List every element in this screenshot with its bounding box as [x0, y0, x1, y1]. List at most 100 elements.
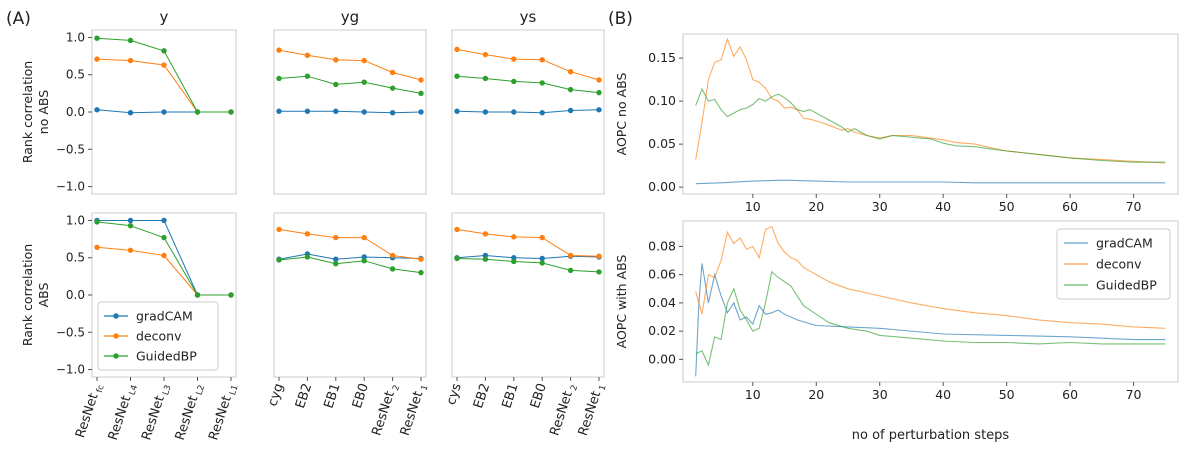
- data-point-deconv: [127, 247, 134, 253]
- data-point-guidedbp: [482, 256, 489, 262]
- data-point-gradcam: [304, 108, 311, 114]
- x-tick-label: EB2: [471, 382, 493, 411]
- data-point-guidedbp: [161, 234, 167, 241]
- data-point-guidedbp: [567, 267, 574, 274]
- x-tick-label: 60: [1062, 387, 1078, 402]
- legend-marker: [113, 353, 119, 359]
- x-tick-label: 20: [808, 387, 824, 402]
- x-tick-label: ResNet fc: [73, 381, 107, 440]
- y-axis-label-line: Rank correlation: [20, 244, 35, 346]
- x-tick-label: 30: [872, 199, 888, 214]
- data-point-guidedbp: [94, 219, 100, 225]
- y-tick-label: 1.0: [66, 213, 85, 227]
- y-tick-label: 0.00: [648, 351, 676, 366]
- data-point-deconv: [333, 234, 339, 241]
- y-tick-label: 0.04: [648, 295, 676, 310]
- data-point-guidedbp: [361, 258, 367, 264]
- data-point-deconv: [389, 69, 396, 76]
- y-axis-label: Rank correlationno ABS: [20, 61, 51, 163]
- data-point-deconv: [418, 77, 424, 83]
- plot-frame: [682, 33, 1179, 195]
- x-tick-label: ResNet L3: [139, 382, 173, 443]
- data-point-guidedbp: [418, 269, 424, 276]
- series-line-guidedbp: [456, 75, 600, 94]
- y-tick-label: 0.5: [66, 251, 85, 265]
- y-tick-label: 1.0: [66, 30, 85, 44]
- data-point-guidedbp: [454, 255, 460, 262]
- data-point-gradcam: [94, 107, 100, 113]
- legend-label: GuidedBP: [1096, 278, 1157, 293]
- x-tick-label-subscript: 1: [597, 384, 609, 395]
- x-tick-label: 30: [872, 387, 888, 402]
- data-point-guidedbp: [228, 292, 234, 298]
- y-tick-label: 0.02: [648, 323, 676, 338]
- x-tick-label-main: ResNet: [576, 389, 604, 437]
- data-point-deconv: [454, 226, 460, 233]
- series-line-guidedbp: [456, 258, 600, 273]
- data-point-gradcam: [276, 108, 282, 114]
- x-tick-label: ResNet L2: [173, 382, 207, 443]
- x-tick-label-main: ResNet: [369, 389, 397, 437]
- series-line-guidedbp: [278, 256, 422, 274]
- data-point-gradcam: [596, 107, 602, 113]
- series-line-deconv: [456, 228, 600, 257]
- data-point-gradcam: [161, 109, 167, 115]
- subplot-title: yg: [341, 8, 359, 26]
- y-tick-label: 0.15: [648, 50, 676, 65]
- series-line-guidedbp: [695, 270, 1166, 367]
- x-tick-label: EB1: [321, 382, 343, 411]
- data-point-guidedbp: [454, 73, 460, 79]
- data-point-gradcam: [511, 109, 517, 115]
- x-tick-label: cys: [444, 381, 465, 406]
- plot-frame: [451, 29, 605, 195]
- x-tick-label: ResNet 1: [398, 382, 431, 439]
- x-tick-label-main: ResNet: [547, 389, 575, 437]
- data-point-deconv: [161, 62, 167, 68]
- x-tick-label-main: EB2: [293, 382, 315, 411]
- plot-frame: [682, 220, 1179, 383]
- data-point-deconv: [161, 252, 167, 259]
- y-axis-label: AOPC with ABS: [614, 255, 629, 349]
- x-tick-label: 40: [935, 387, 951, 402]
- data-point-guidedbp: [228, 109, 234, 115]
- x-axis-label: no of perturbation steps: [852, 428, 1010, 443]
- x-tick-label: 50: [999, 199, 1015, 214]
- data-point-deconv: [418, 256, 424, 262]
- y-tick-label: 0.06: [648, 267, 676, 282]
- x-tick-label-main: ResNet: [173, 394, 201, 442]
- x-tick-label: 20: [808, 199, 824, 214]
- y-tick-label: 0.5: [66, 68, 85, 82]
- plot-frame: [273, 212, 427, 378]
- data-point-gradcam: [389, 110, 396, 116]
- data-point-deconv: [567, 252, 574, 259]
- x-tick-label: cyg: [265, 382, 286, 409]
- series-line-gradcam: [278, 253, 422, 260]
- data-point-guidedbp: [194, 109, 201, 115]
- x-tick-label: 10: [745, 387, 761, 402]
- data-point-guidedbp: [276, 75, 282, 82]
- x-tick-label-main: ResNet: [73, 391, 101, 439]
- data-point-guidedbp: [276, 257, 282, 263]
- y-tick-label: −0.5: [56, 142, 85, 156]
- data-point-deconv: [276, 226, 282, 233]
- data-point-guidedbp: [127, 222, 134, 229]
- x-tick-label-main: cyg: [265, 382, 286, 409]
- series-line-guidedbp: [278, 75, 422, 94]
- data-point-guidedbp: [194, 292, 201, 298]
- x-tick-label: EB0: [528, 382, 550, 411]
- legend-box: [97, 301, 219, 371]
- y-tick-label: 0.08: [648, 238, 676, 253]
- data-point-guidedbp: [127, 37, 134, 44]
- x-tick-label-subscript: L4: [127, 384, 140, 399]
- x-tick-label-subscript: 1: [419, 384, 431, 395]
- y-tick-label: 0.10: [648, 93, 676, 108]
- data-point-gradcam: [454, 108, 460, 114]
- data-point-deconv: [596, 253, 602, 259]
- x-tick-label-main: EB1: [321, 382, 343, 411]
- series-line-deconv: [278, 49, 422, 81]
- legend-marker: [113, 333, 119, 339]
- y-axis-label-line: ABS: [36, 283, 51, 308]
- data-point-gradcam: [482, 252, 489, 259]
- x-tick-label: 60: [1062, 199, 1078, 214]
